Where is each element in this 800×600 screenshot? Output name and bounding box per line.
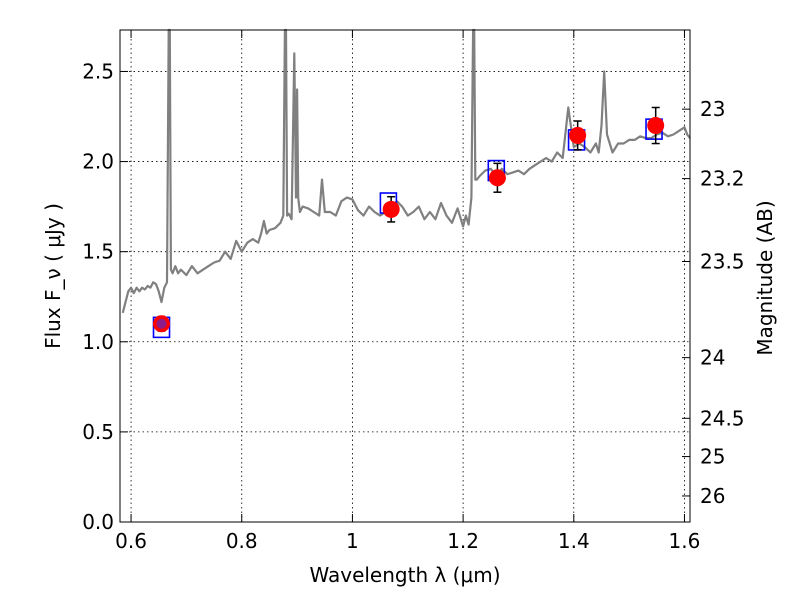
magnitude-tick-label: 23.2 [700, 167, 745, 191]
magnitude-tick-label: 26 [700, 484, 725, 508]
y-tick-label: 0.5 [82, 420, 114, 444]
y-tick-label: 0.0 [82, 510, 114, 534]
magnitude-tick-label: 23.5 [700, 250, 745, 274]
observed-photometry-point [382, 200, 400, 218]
observed-photometry-group [153, 106, 665, 333]
y-axis-label: Flux F_ν ( μJy ) [41, 203, 65, 349]
x-tick-label: 1.2 [447, 529, 479, 553]
x-axis-ticks: 0.6 0.8 1 1.2 1.4 1.6 [115, 30, 700, 553]
magnitude-tick-label: 23 [700, 97, 725, 121]
observed-photometry-point [569, 126, 587, 144]
x-tick-label: 1.6 [669, 529, 701, 553]
x-tick-label: 0.8 [226, 529, 258, 553]
x-axis-label: Wavelength λ (μm) [309, 563, 500, 587]
x-tick-label: 1 [346, 529, 359, 553]
observed-photometry-point [647, 117, 665, 135]
observed-photometry-point [488, 169, 506, 187]
y-axis-ticks: 0.0 0.5 1.0 1.5 2.0 2.5 [82, 59, 128, 534]
y-tick-label: 1.0 [82, 330, 114, 354]
plot-frame [119, 29, 691, 523]
y-tick-label: 2.5 [82, 59, 114, 83]
spectrum-line [121, 28, 691, 314]
magnitude-tick-label: 24 [700, 346, 725, 370]
magnitude-axis-label: Magnitude (AB) [753, 200, 777, 355]
magnitude-axis-ticks: 23 23.2 23.5 24 24.5 25 26 [682, 97, 745, 508]
x-tick-label: 1.4 [558, 529, 590, 553]
y-tick-label: 1.5 [82, 240, 114, 264]
spectrum-line-group [121, 28, 691, 314]
x-tick-label: 0.6 [115, 529, 147, 553]
magnitude-tick-label: 25 [700, 445, 725, 469]
y-tick-label: 2.0 [82, 150, 114, 174]
magnitude-tick-label: 24.5 [700, 406, 745, 430]
overlap-marker [156, 318, 167, 329]
grid-lines [120, 30, 690, 523]
